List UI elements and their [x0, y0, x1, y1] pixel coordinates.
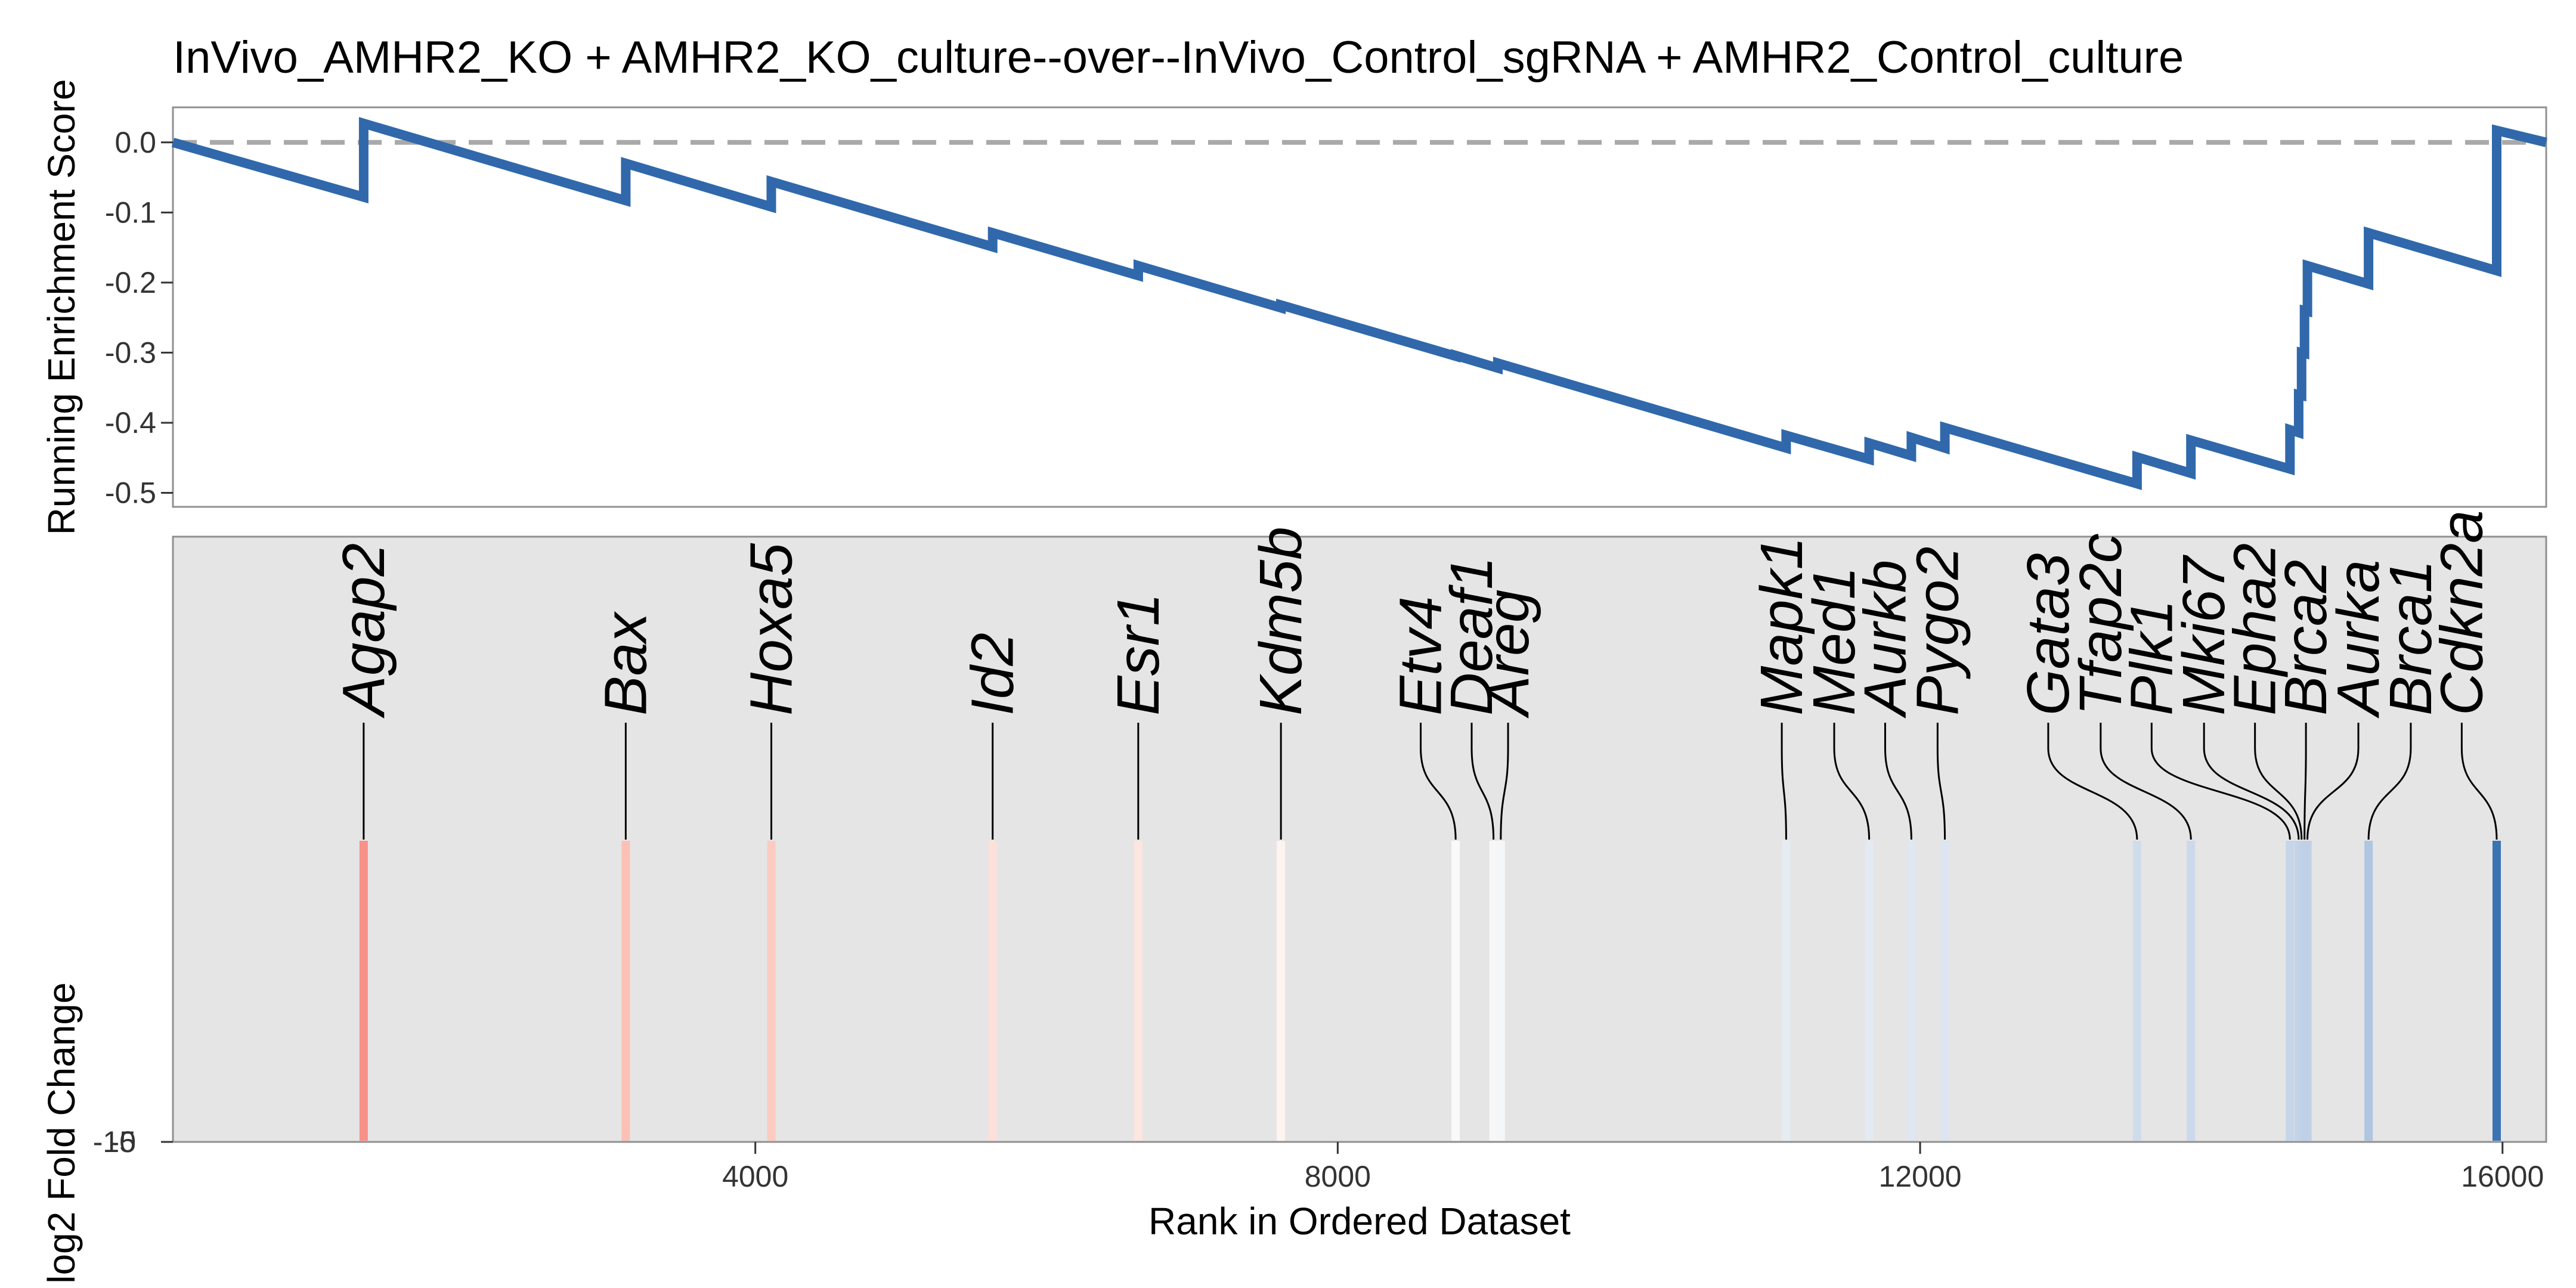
bottom-panel-background [172, 535, 2547, 1143]
y-tick-label: -0.2 [105, 266, 156, 299]
gene-hit-bar [359, 841, 368, 1141]
gene-hit-bar [2364, 841, 2373, 1141]
gene-hit-bar [2187, 841, 2196, 1141]
gene-hit-bar [1134, 841, 1143, 1141]
y-tick-label: -0.3 [105, 336, 156, 369]
gene-label: Hoxa5 [738, 543, 805, 716]
gene-label-connector [2254, 723, 2303, 840]
gene-label: Kdm5b [1247, 527, 1314, 716]
gene-label: Agap2 [330, 543, 397, 719]
top-panel-background [172, 106, 2547, 508]
y-tick-label: -0.5 [105, 476, 156, 509]
gene-label: Esr1 [1105, 593, 1172, 716]
x-axis-label: Rank in Ordered Dataset [1148, 1200, 1571, 1243]
gene-label-connector [2203, 723, 2300, 840]
running-enrichment-line [171, 117, 2547, 490]
gene-hit-bar [1489, 841, 1498, 1141]
gene-label: Aurkb [1852, 560, 1918, 719]
gene-label: Mapk1 [1748, 537, 1815, 716]
gene-hit-bar [1907, 841, 1916, 1141]
gene-label-connector [2306, 723, 2360, 840]
gene-label-connector [1781, 723, 1787, 840]
gene-hit-bar [767, 841, 776, 1141]
gene-label: Aurka [2325, 560, 2392, 719]
y-tick-label: -0.4 [105, 406, 156, 439]
y-axis-label-top: Running Enrichment Score [40, 79, 83, 535]
y-tick-label: -0.1 [105, 196, 156, 229]
gene-label-connector [1833, 723, 1871, 840]
gene-hit-bar [2286, 841, 2295, 1141]
x-tick-label: 8000 [1305, 1160, 1371, 1193]
gene-label-connector [1420, 723, 1457, 840]
x-axis: 4000 8000 12000 16000 [722, 1142, 2544, 1193]
bottom-y-tick-label: -10 [93, 1125, 136, 1159]
gene-label-connector [2100, 723, 2192, 840]
gene-label-connector [2150, 723, 2291, 840]
y-axis-label-bottom: log2 Fold Change [40, 982, 83, 1283]
y-tick-label: 0.0 [114, 126, 156, 159]
gene-label-connector [2047, 723, 2138, 840]
gene-label-connector [1470, 723, 1495, 840]
x-tick-label: 12000 [1879, 1160, 1962, 1193]
gene-label: Cdkn2a [2428, 510, 2495, 716]
gene-hit-bar [2492, 841, 2501, 1141]
gene-hit-bar [2132, 841, 2141, 1141]
gene-hit-bar [2303, 841, 2312, 1141]
bottom-y-tick-label: -5 [110, 1125, 136, 1159]
gene-hit-bar [1782, 841, 1791, 1141]
gene-label: Plk1 [2118, 599, 2185, 716]
gene-hit-bar [621, 841, 630, 1141]
gene-label-connector [2367, 723, 2412, 840]
gene-hit-bar [1940, 841, 1949, 1141]
gene-label-connector [2303, 723, 2307, 840]
gene-hit-bar [1277, 841, 1286, 1141]
x-tick-label: 16000 [2461, 1160, 2544, 1193]
gene-label: Deaf1 [1438, 556, 1505, 716]
gene-label: Brca1 [2377, 560, 2444, 716]
gene-label: Id2 [959, 633, 1026, 716]
gene-label: Areg [1475, 590, 1541, 719]
gene-label-connector [1936, 723, 1946, 840]
gene-hit-bar [988, 841, 997, 1141]
gene-label: Brca2 [2272, 560, 2339, 716]
gene-label: Med1 [1801, 566, 1868, 716]
gene-label-connector [2460, 723, 2498, 840]
x-tick-label: 4000 [722, 1160, 788, 1193]
gene-label: Etv4 [1388, 596, 1454, 716]
gene-label: Pygo2 [1904, 546, 1971, 716]
gene-hit-bar [1496, 841, 1505, 1141]
gene-label: Gata3 [2015, 553, 2082, 716]
gene-hit-bar [1865, 841, 1874, 1141]
gene-label: Bax [592, 611, 659, 716]
top-y-axis: 0.0 -0.1 -0.2 -0.3 -0.4 -0.5 [105, 126, 173, 509]
gene-label-connector [1884, 723, 1912, 840]
gene-label-connector [1500, 723, 1509, 840]
gene-label: Tfap2c [2067, 533, 2134, 716]
gene-label: Mki67 [2171, 555, 2237, 716]
chart-title: InVivo_AMHR2_KO + AMHR2_KO_culture--over… [173, 32, 2184, 83]
gene-label: Epha2 [2222, 543, 2289, 716]
gene-hit-bar [1451, 841, 1460, 1141]
